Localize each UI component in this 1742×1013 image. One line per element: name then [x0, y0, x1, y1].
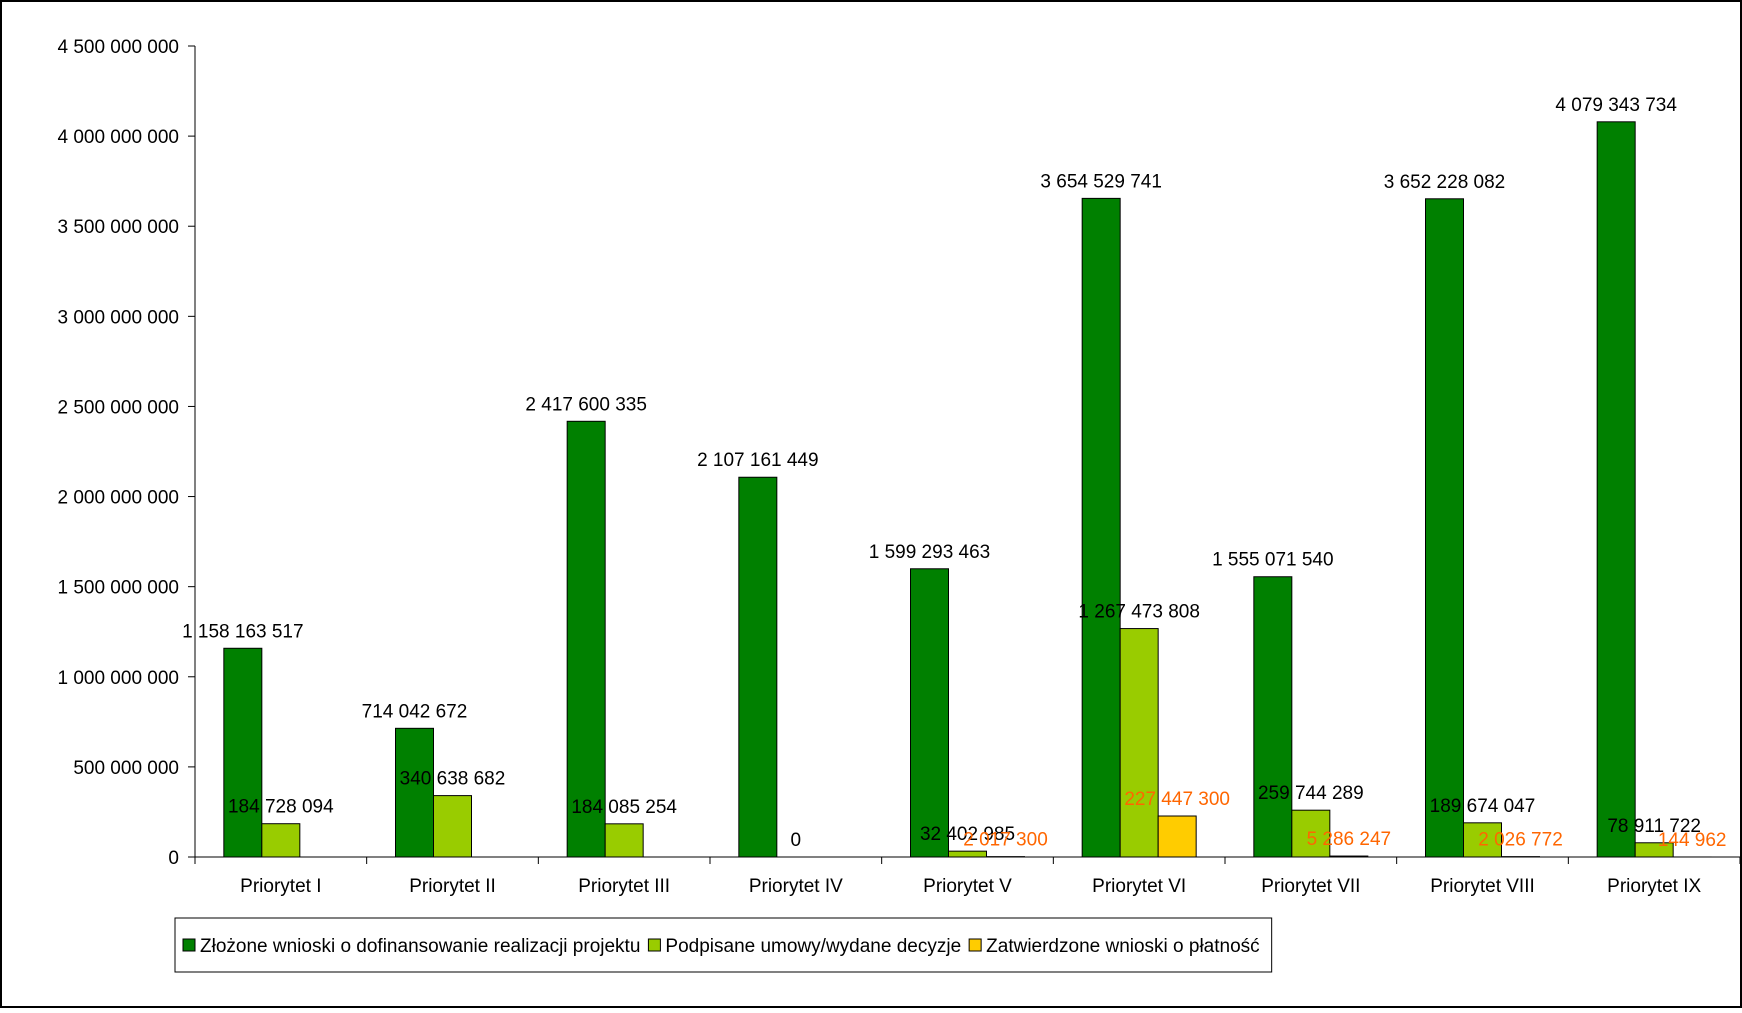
y-tick-label: 500 000 000 — [73, 758, 179, 779]
y-tick-label: 3 000 000 000 — [57, 307, 179, 328]
y-tick-label: 1 500 000 000 — [57, 578, 179, 599]
data-label: 1 599 293 463 — [869, 542, 991, 563]
bar — [605, 824, 643, 857]
bar — [262, 824, 300, 857]
x-category-label: Priorytet VI — [1092, 876, 1186, 897]
data-label: 2 417 600 335 — [525, 394, 647, 415]
data-label: 2 017 300 — [963, 830, 1048, 851]
x-category-label: Priorytet V — [923, 876, 1012, 897]
legend-swatch — [648, 939, 660, 951]
data-label: 184 085 254 — [571, 797, 677, 818]
data-label: 714 042 672 — [362, 701, 468, 722]
y-tick-label: 4 500 000 000 — [57, 37, 179, 58]
legend-label: Podpisane umowy/wydane decyzje — [665, 936, 961, 957]
x-category-label: Priorytet III — [578, 876, 670, 897]
x-category-label: Priorytet IX — [1607, 876, 1701, 897]
legend-swatch — [969, 939, 981, 951]
legend-label: Zatwierdzone wnioski o płatność — [986, 936, 1260, 957]
bar — [1254, 577, 1292, 857]
y-tick-label: 2 000 000 000 — [57, 488, 179, 509]
bar — [1597, 122, 1635, 857]
bar — [1120, 629, 1158, 857]
bar — [1158, 816, 1196, 857]
data-label: 3 654 529 741 — [1040, 171, 1162, 192]
bar — [224, 648, 262, 857]
bar — [1082, 198, 1120, 857]
x-category-label: Priorytet I — [240, 876, 321, 897]
data-label: 1 158 163 517 — [182, 621, 304, 642]
data-label: 4 079 343 734 — [1555, 95, 1677, 116]
data-label: 227 447 300 — [1124, 789, 1230, 810]
legend-swatch — [183, 939, 195, 951]
bar — [396, 728, 434, 857]
y-tick-label: 2 500 000 000 — [57, 397, 179, 418]
data-label: 1 267 473 808 — [1078, 602, 1200, 623]
bar — [567, 421, 605, 857]
data-label: 2 026 772 — [1478, 830, 1563, 851]
bar — [911, 569, 949, 857]
x-category-label: Priorytet IV — [749, 876, 843, 897]
bar — [434, 796, 472, 857]
y-tick-label: 1 000 000 000 — [57, 668, 179, 689]
bar — [949, 851, 987, 857]
y-tick-label: 3 500 000 000 — [57, 217, 179, 238]
data-label: 340 638 682 — [400, 769, 506, 790]
data-label: 0 — [791, 830, 802, 851]
x-category-label: Priorytet VIII — [1430, 876, 1535, 897]
data-label: 184 728 094 — [228, 797, 334, 818]
y-tick-label: 4 000 000 000 — [57, 127, 179, 148]
bar — [1330, 856, 1368, 857]
x-category-label: Priorytet VII — [1261, 876, 1360, 897]
data-label: 5 286 247 — [1307, 829, 1392, 850]
data-label: 1 555 071 540 — [1212, 550, 1334, 571]
data-label: 3 652 228 082 — [1384, 172, 1506, 193]
bar — [1426, 199, 1464, 857]
y-tick-label: 0 — [168, 848, 179, 869]
data-label: 144 962 — [1658, 830, 1727, 851]
legend-label: Złożone wnioski o dofinansowanie realiza… — [200, 936, 640, 957]
data-label: 259 744 289 — [1258, 783, 1364, 804]
data-label: 189 674 047 — [1430, 796, 1536, 817]
x-category-label: Priorytet II — [409, 876, 496, 897]
legend: Złożone wnioski o dofinansowanie realiza… — [175, 918, 1272, 972]
bar — [739, 477, 777, 857]
data-label: 2 107 161 449 — [697, 450, 819, 471]
